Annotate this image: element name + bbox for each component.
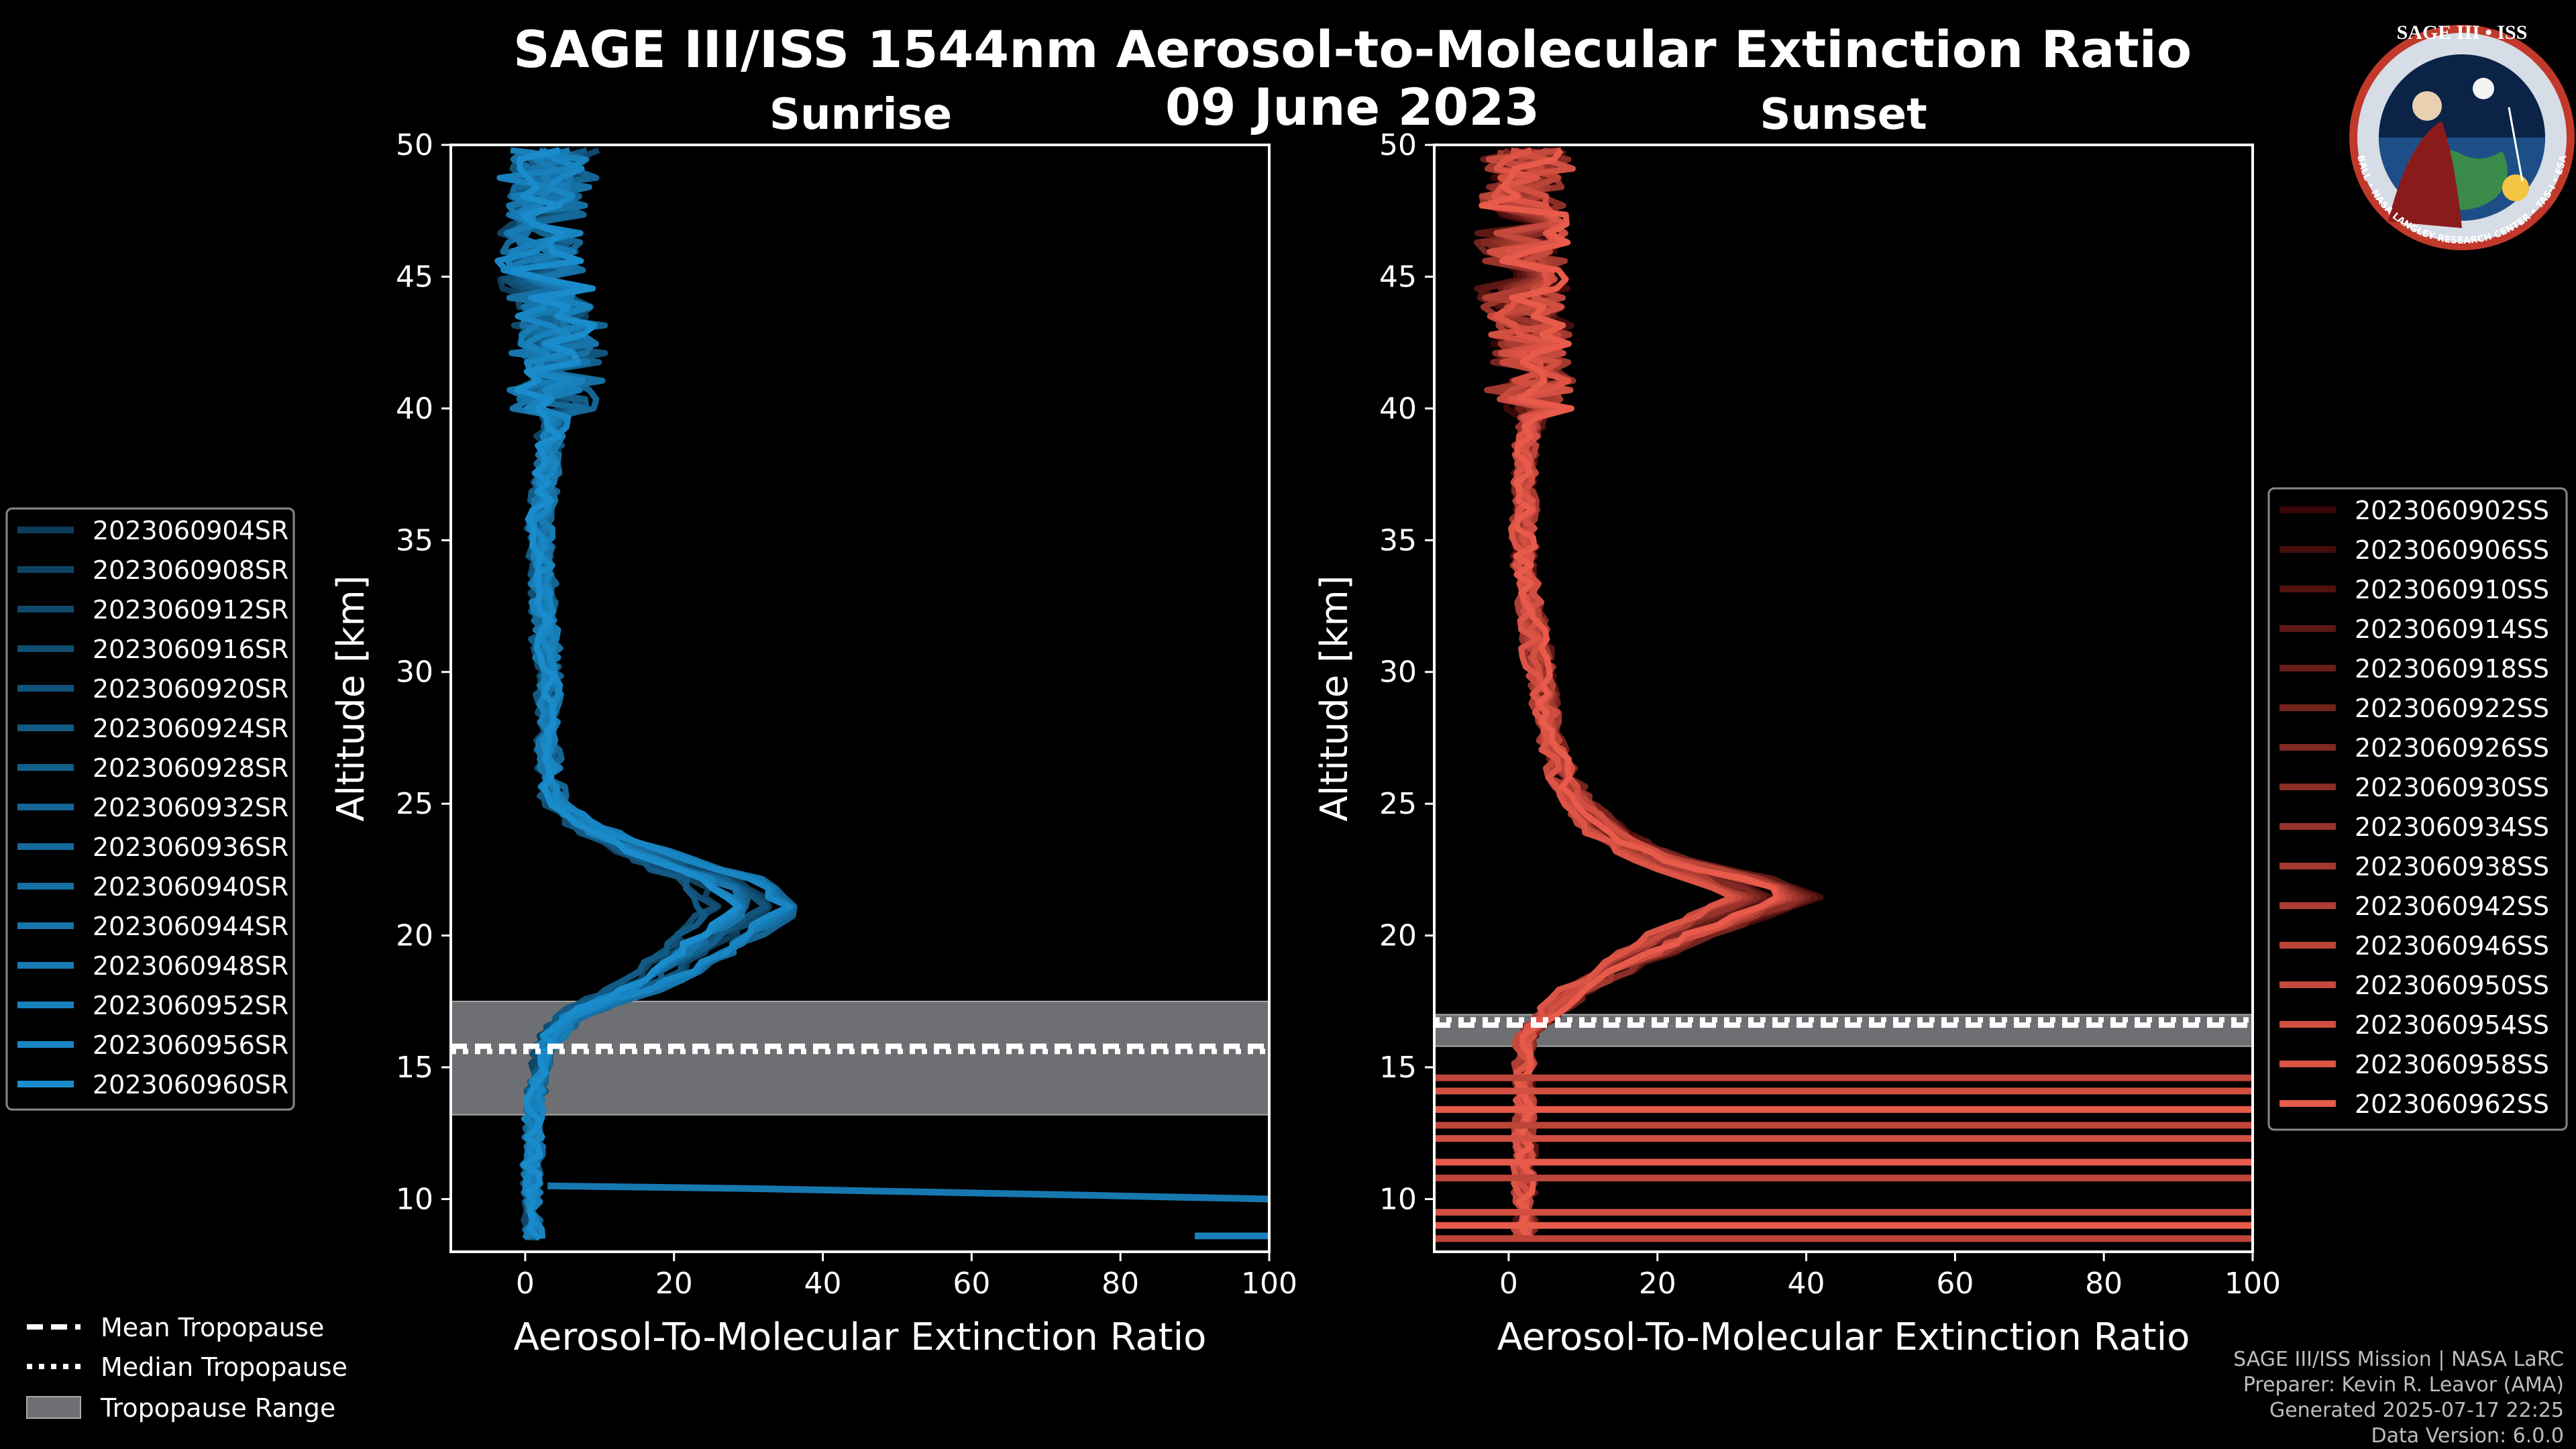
sunrise-y-tick-label: 50 [396, 128, 433, 162]
sunrise-x-tick-label: 20 [655, 1267, 693, 1301]
credit-version: Data Version: 6.0.0 [2371, 1424, 2564, 1448]
figure-title: SAGE III/ISS 1544nm Aerosol-to-Molecular… [513, 19, 2192, 79]
tropopause-legend: Mean Tropopause Median Tropopause Tropop… [26, 1313, 347, 1423]
sunset-legend-label: 2023060946SS [2355, 931, 2549, 961]
sunrise-legend-label: 2023060936SR [93, 833, 288, 862]
sunset-x-tick-label: 0 [1499, 1267, 1518, 1301]
sunrise-x-tick-label: 40 [804, 1267, 842, 1301]
sunrise-legend-label: 2023060924SR [93, 714, 288, 743]
sunset-plot-area [1434, 147, 2253, 1242]
sunset-x-tick-label: 60 [1936, 1267, 1974, 1301]
sunset-y-tick-label: 35 [1379, 523, 1417, 557]
sunset-x-tick-label: 40 [1788, 1267, 1825, 1301]
sunset-legend: 2023060902SS 2023060906SS 2023060910SS 2023… [2267, 487, 2568, 1131]
sunrise-y-tick-label: 35 [396, 523, 433, 557]
sunrise-legend-label: 2023060904SR [93, 516, 288, 545]
sunrise-legend-label: 2023060916SR [93, 635, 288, 664]
mean-tropopause-label: Mean Tropopause [101, 1313, 324, 1342]
sunrise-legend-label: 2023060940SR [93, 872, 288, 902]
sunset-y-tick-label: 40 [1379, 392, 1417, 426]
sunrise-profile-line [510, 147, 741, 1241]
sunset-y-tick-label: 30 [1379, 655, 1417, 690]
sunrise-legend-label: 2023060932SR [93, 793, 288, 822]
sunset-legend-label: 2023060934SS [2355, 812, 2549, 842]
sunset-x-tick-label: 20 [1639, 1267, 1676, 1301]
sunset-panel-title: Sunset [1760, 90, 1927, 140]
sunrise-legend-label: 2023060928SR [93, 753, 288, 783]
sunrise-legend-label: 2023060948SR [93, 951, 288, 981]
sunset-legend-label: 2023060950SS [2355, 971, 2549, 1000]
sunrise-axes-frame [449, 144, 1271, 1253]
sunset-x-tick-label: 80 [2085, 1267, 2123, 1301]
sunset-legend-label: 2023060938SS [2355, 852, 2549, 881]
sunset-y-tick-label: 15 [1379, 1051, 1417, 1085]
sunset-legend-label: 2023060958SS [2355, 1050, 2549, 1079]
sunrise-legend-label: 2023060960SR [93, 1070, 288, 1099]
sunrise-panel-title: Sunrise [769, 90, 952, 140]
sunrise-x-tick-label: 100 [1241, 1267, 1297, 1301]
sunrise-y-tick-label: 30 [396, 655, 433, 690]
sunrise-x-tick-label: 60 [953, 1267, 990, 1301]
sunset-legend-label: 2023060930SS [2355, 773, 2549, 802]
sunrise-x-tick-label: 0 [516, 1267, 535, 1301]
sunset-legend-label: 2023060942SS [2355, 892, 2549, 921]
sunset-legend-label: 2023060902SS [2355, 496, 2549, 525]
sunrise-legend-label: 2023060912SR [93, 595, 288, 625]
median-tropopause-label: Median Tropopause [101, 1352, 347, 1382]
sunrise-legend-label: 2023060956SR [93, 1030, 288, 1060]
sunrise-x-axis-label: Aerosol-To-Molecular Extinction Ratio [514, 1316, 1207, 1359]
sunset-x-axis-label: Aerosol-To-Molecular Extinction Ratio [1497, 1316, 2190, 1359]
sunrise-x-tick-label: 80 [1102, 1267, 1139, 1301]
sunset-axes-frame [1433, 144, 2254, 1253]
sunset-legend-label: 2023060926SS [2355, 733, 2549, 763]
sunrise-y-tick-label: 25 [396, 787, 433, 821]
sunset-legend-label: 2023060906SS [2355, 535, 2549, 565]
sunset-legend-label: 2023060910SS [2355, 575, 2549, 604]
sunrise-legend-label: 2023060952SR [93, 991, 288, 1020]
sunrise-plot-area [451, 147, 1269, 1241]
logo-text: SAGE III • ISS [2397, 21, 2528, 44]
sunset-legend-label: 2023060922SS [2355, 694, 2549, 723]
sunset-y-tick-label: 20 [1379, 919, 1417, 953]
sunset-y-tick-label: 45 [1379, 260, 1417, 294]
sunset-x-tick-label: 100 [2224, 1267, 2281, 1301]
sunrise-chart: 0 20 40 60 80 100 10 15 20 25 30 35 40 45 50 Aerosol-To… [329, 128, 1297, 1359]
sunrise-legend-label: 2023060920SR [93, 674, 288, 704]
credit-preparer: Preparer: Kevin R. Leavor (AMA) [2243, 1373, 2564, 1397]
sunset-legend-label: 2023060914SS [2355, 614, 2549, 644]
sunrise-y-tick-label: 10 [396, 1182, 433, 1216]
sunset-y-tick-label: 50 [1379, 128, 1417, 162]
sunset-y-tick-label: 10 [1379, 1182, 1417, 1216]
sunrise-legend-label: 2023060944SR [93, 912, 288, 941]
sunset-legend-label: 2023060954SS [2355, 1010, 2549, 1040]
sunrise-y-tick-label: 15 [396, 1051, 433, 1085]
sunset-legend-label: 2023060962SS [2355, 1089, 2549, 1119]
sunrise-legend: 2023060904SR 2023060908SR 2023060912SR 2023… [5, 507, 295, 1111]
sunrise-legend-label: 2023060908SR [93, 555, 288, 585]
credit-mission: SAGE III/ISS Mission | NASA LaRC [2233, 1348, 2564, 1371]
sunrise-y-tick-label: 20 [396, 919, 433, 953]
sunrise-y-axis-label: Altitude [km] [329, 575, 373, 821]
sunset-y-tick-label: 25 [1379, 787, 1417, 821]
sunrise-profile-line [494, 147, 792, 1239]
tropopause-range-label: Tropopause Range [100, 1393, 335, 1423]
sunrise-y-tick-label: 45 [396, 260, 433, 294]
sunset-chart: 0 20 40 60 80 100 10 15 20 25 30 35 40 45 50 Aerosol-To… [1313, 128, 2281, 1359]
figure-date: 09 June 2023 [1165, 77, 1540, 137]
credit-generated: Generated 2025-07-17 22:25 [2269, 1399, 2564, 1422]
sunrise-anomaly-line [547, 1182, 1269, 1203]
sunset-legend-label: 2023060918SS [2355, 654, 2549, 684]
sunset-y-axis-label: Altitude [km] [1313, 575, 1356, 821]
credits: SAGE III/ISS Mission | NASA LaRC Prepare… [2233, 1348, 2564, 1448]
tropopause-range-swatch [26, 1396, 81, 1419]
sunrise-y-tick-label: 40 [396, 392, 433, 426]
sunset-profile-line [1479, 148, 1780, 1241]
sunrise-tropopause-range [451, 1000, 1269, 1116]
